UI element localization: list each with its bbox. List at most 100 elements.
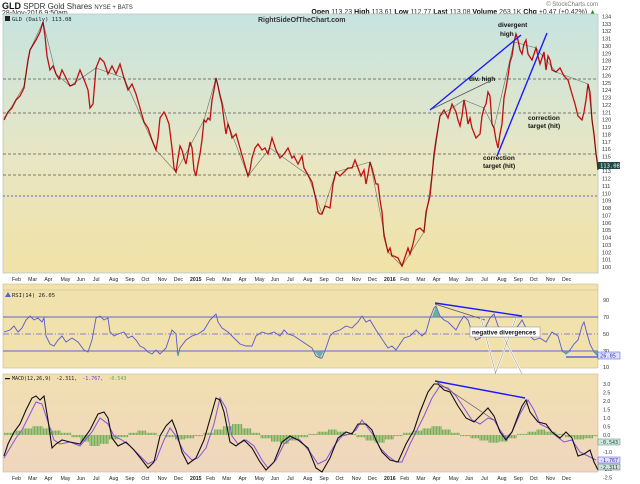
x-tick-label: Jun [271, 476, 279, 482]
price-tick: 124 [602, 88, 611, 94]
x-tick-label: Feb [206, 476, 215, 482]
price-tick: 125 [602, 81, 611, 87]
price-tick: 127 [602, 66, 611, 72]
x-tick-label: Apr [44, 476, 52, 482]
price-tick: 121 [602, 110, 611, 116]
last-price-badge: 113.08 [600, 164, 620, 170]
x-axis-top: Feb Mar Apr May Jun Jul Aug Sep Oct Nov Dec 2015 Feb… [12, 277, 572, 283]
last-price-badge-bg [598, 162, 620, 169]
rsi-divergence-line [434, 302, 523, 317]
negative-divergences-label: negative divergences [472, 330, 537, 337]
x-axis-bottom: Feb Mar Apr May Jun Jul Aug Sep Oct Nov Dec 2015 Feb… [12, 476, 572, 482]
symbol-name: SPDR Gold Shares [23, 2, 93, 11]
x-tick-label: Jun [77, 476, 85, 482]
price-tick: 118 [602, 132, 611, 138]
x-tick-label: Mar [28, 476, 37, 482]
x-tick-label: May [61, 476, 71, 482]
low-value: 112.77 [410, 9, 432, 16]
up-triangle-icon: ▲ [589, 9, 596, 16]
x-tick-label: May [255, 476, 265, 482]
price-tick: 110 [602, 191, 611, 197]
annotation-correction-right-2: target (hit) [528, 123, 560, 130]
x-tick-label: Feb [400, 277, 409, 283]
x-tick-label: Mar [416, 277, 425, 283]
rsi-badge: 26.05 [600, 354, 616, 360]
price-tick: 113 [602, 169, 611, 175]
x-tick-label: May [449, 277, 459, 283]
macd-tick: 0.0 [603, 433, 610, 439]
x-tick-label: Dec [174, 277, 184, 283]
x-tick-label: Nov [158, 476, 168, 482]
x-tick-label: Apr [433, 476, 441, 482]
price-tick: 117 [602, 140, 611, 146]
price-tick: 133 [602, 22, 611, 28]
price-tick: 126 [602, 73, 611, 79]
rsi-legend: RSI(14) 26.05 [12, 293, 55, 299]
rsi-tick: 50 [603, 332, 609, 338]
price-tick: 123 [602, 96, 611, 102]
x-tick-label: Aug [303, 277, 312, 283]
x-tick-label: Oct [530, 476, 539, 482]
x-tick-label: Jul [93, 277, 100, 283]
x-tick-label: Feb [400, 476, 409, 482]
price-y-axis: 1341331321311301291281271261251241231221… [602, 15, 611, 272]
x-tick-label: Oct [336, 476, 345, 482]
x-tick-label: Oct [141, 277, 150, 283]
price-tick: 119 [602, 125, 611, 131]
x-tick-label: Nov [352, 277, 362, 283]
symbol-ticker: GLD [2, 1, 21, 11]
annotation-correction-mid-1: correction [483, 155, 515, 162]
annotation-divergent-high-2: high [500, 31, 514, 38]
rsi-panel: negative divergences RSI(14) 26.05 90 70 5… [2, 283, 621, 421]
x-tick-label: Sep [125, 277, 134, 283]
div-high-line [431, 81, 489, 110]
price-tick: 108 [602, 206, 611, 212]
price-tick: 115 [602, 154, 611, 160]
price-legend-swatch-icon [5, 16, 10, 21]
x-tick-label: Mar [416, 476, 425, 482]
x-tick-label: Jun [77, 277, 85, 283]
macd-tick: 0.5 [603, 425, 610, 431]
x-tick-label: Sep [319, 277, 328, 283]
x-tick-label: 2015 [190, 476, 202, 482]
x-tick-label: Nov [546, 476, 556, 482]
price-tick: 101 [602, 258, 611, 264]
x-tick-label: Jun [465, 476, 473, 482]
last-value: 113.08 [449, 9, 471, 16]
x-tick-label: Mar [28, 277, 37, 283]
x-tick-label: Dec [174, 476, 184, 482]
macd-line-badge: -2.311 [600, 465, 618, 471]
x-tick-label: Jul [481, 476, 488, 482]
price-tick: 107 [602, 213, 611, 219]
x-tick-label: Jun [271, 277, 279, 283]
x-tick-label: Aug [109, 476, 118, 482]
x-tick-label: Dec [368, 476, 378, 482]
x-tick-label: Oct [530, 277, 539, 283]
price-tick: 129 [602, 51, 611, 57]
price-tick: 111 [602, 184, 610, 190]
copyright: © StockCharts.com [546, 2, 598, 8]
x-tick-label: Sep [125, 476, 134, 482]
rsi-legend-icon [5, 292, 11, 297]
x-tick-label: Apr [44, 277, 52, 283]
price-tick: 122 [602, 103, 611, 109]
macd-tick: 3.0 [603, 382, 610, 388]
macd-hist-badge: -0.543 [600, 440, 618, 446]
macd-tick: -2.5 [603, 476, 612, 482]
x-tick-label: Apr [238, 277, 246, 283]
x-tick-label: Aug [109, 277, 118, 283]
rsi-tick: 90 [603, 298, 609, 304]
x-tick-label: Apr [433, 277, 441, 283]
annotation-div-high: div. high [469, 76, 495, 83]
x-tick-label: Apr [238, 476, 246, 482]
macd-panel: MACD(12,26,9) -2.311, -1.767, -0.543 3.0… [2, 373, 621, 482]
x-tick-label: 2016 [384, 476, 396, 482]
price-tick: 102 [602, 250, 611, 256]
macd-tick: 2.5 [603, 391, 610, 397]
macd-legend-icon [5, 378, 10, 380]
price-tick: 120 [602, 118, 611, 124]
price-tick: 132 [602, 29, 611, 35]
macd-legend: MACD(12,26,9) -2.311, -1.767, -0.543 [12, 376, 126, 382]
x-tick-label: Sep [319, 476, 328, 482]
